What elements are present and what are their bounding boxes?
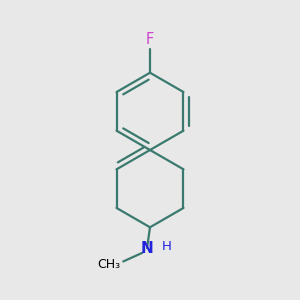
Text: F: F: [146, 32, 154, 47]
Text: CH₃: CH₃: [97, 258, 120, 271]
Text: H: H: [161, 240, 171, 253]
Text: N: N: [141, 241, 153, 256]
